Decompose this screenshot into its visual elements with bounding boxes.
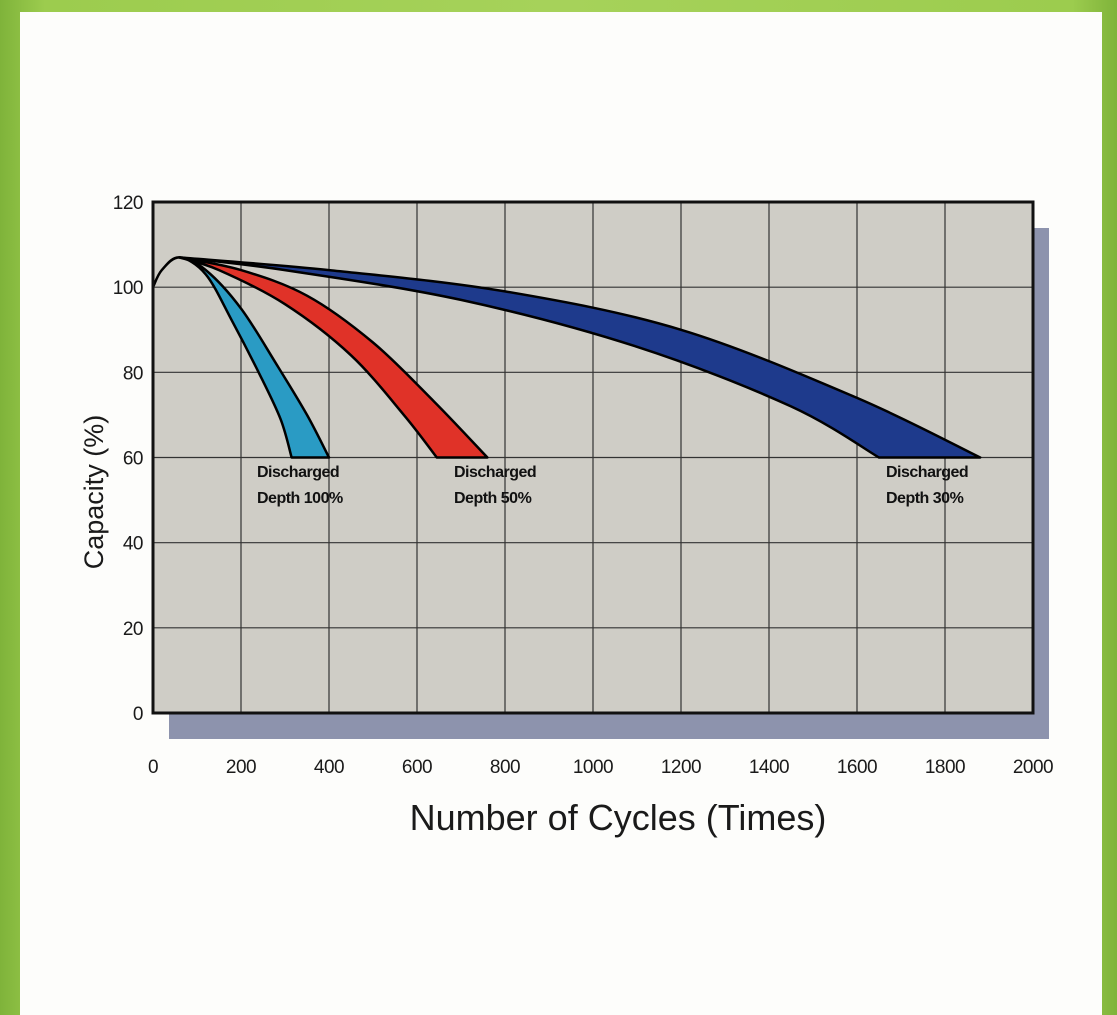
series-band bbox=[178, 256, 982, 459]
x-tick-label: 1800 bbox=[925, 757, 965, 778]
plot-frame bbox=[151, 200, 1035, 715]
x-tick-label: 200 bbox=[226, 757, 256, 778]
x-tick-label: 800 bbox=[490, 757, 520, 778]
y-axis-title: Capacity (%) bbox=[79, 415, 109, 570]
x-tick-label: 0 bbox=[148, 757, 158, 778]
chart-card: 0 20 40 60 80 100 120 0 200 400 600 800 1000 1200 140… bbox=[20, 12, 1102, 1015]
y-tick-label: 100 bbox=[113, 278, 143, 299]
x-tick-label: 1400 bbox=[749, 757, 789, 778]
series-band bbox=[151, 256, 331, 459]
capacity-vs-cycles-chart: 0 20 40 60 80 100 120 0 200 400 600 800 1000 1200 140… bbox=[79, 193, 1054, 838]
x-tick-label: 1200 bbox=[661, 757, 701, 778]
x-tick-label: 1600 bbox=[837, 757, 877, 778]
x-tick-labels: 0 200 400 600 800 1000 1200 1400 1600 1800 2000 bbox=[148, 757, 1054, 778]
y-tick-label: 20 bbox=[123, 619, 143, 640]
x-tick-label: 1000 bbox=[573, 757, 613, 778]
x-tick-label: 400 bbox=[314, 757, 344, 778]
x-tick-label: 2000 bbox=[1013, 757, 1053, 778]
series-band bbox=[178, 256, 489, 459]
series-annotation: Depth 30% bbox=[886, 490, 964, 507]
y-tick-label: 0 bbox=[133, 704, 143, 725]
y-tick-label: 40 bbox=[123, 534, 143, 555]
x-axis-title: Number of Cycles (Times) bbox=[410, 797, 827, 838]
x-tick-label: 600 bbox=[402, 757, 432, 778]
series-annotation: Depth 100% bbox=[257, 490, 343, 507]
y-tick-label: 120 bbox=[113, 193, 143, 214]
y-tick-label: 60 bbox=[123, 449, 143, 470]
series-annotation: Discharged bbox=[454, 464, 536, 481]
series-annotation: Discharged bbox=[886, 464, 968, 481]
series-annotation: Discharged bbox=[257, 464, 339, 481]
y-tick-label: 80 bbox=[123, 363, 143, 384]
series-annotation: Depth 50% bbox=[454, 490, 532, 507]
series-bands bbox=[151, 256, 982, 459]
annotations: Discharged Depth 100% Discharged Depth 50% D… bbox=[257, 464, 969, 507]
y-tick-labels: 0 20 40 60 80 100 120 bbox=[113, 193, 144, 725]
